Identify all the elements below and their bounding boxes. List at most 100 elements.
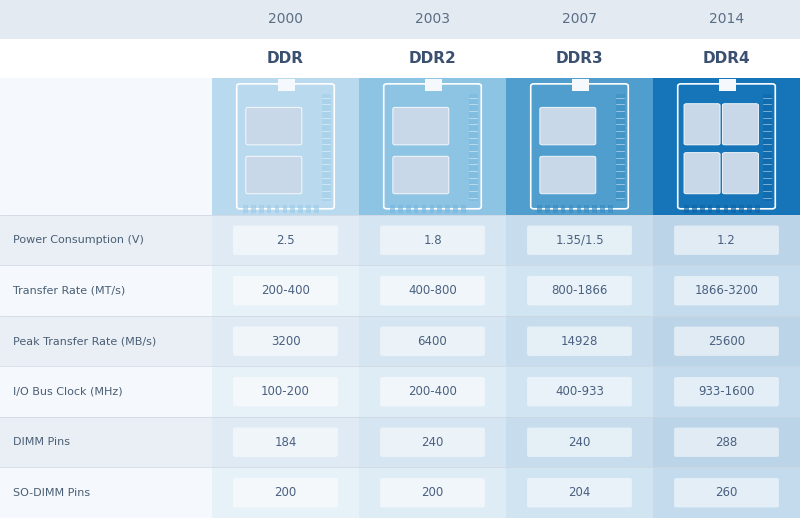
FancyBboxPatch shape	[527, 276, 632, 306]
FancyBboxPatch shape	[684, 104, 720, 145]
Bar	[708, 205, 713, 212]
Text: I/O Bus Clock (MHz): I/O Bus Clock (MHz)	[13, 387, 122, 397]
FancyBboxPatch shape	[674, 427, 779, 457]
FancyBboxPatch shape	[384, 84, 482, 209]
Bar	[577, 205, 581, 212]
Text: 25600: 25600	[708, 335, 745, 348]
FancyBboxPatch shape	[527, 377, 632, 407]
FancyBboxPatch shape	[233, 225, 338, 255]
Bar	[359, 316, 506, 367]
Bar	[0, 39, 800, 78]
Text: 240: 240	[568, 436, 590, 449]
Bar	[763, 94, 772, 200]
Bar	[469, 94, 478, 200]
Bar	[359, 417, 506, 468]
Bar	[212, 215, 359, 265]
Text: 2.5: 2.5	[276, 234, 295, 247]
FancyBboxPatch shape	[527, 478, 632, 508]
Text: 200: 200	[422, 486, 444, 499]
Bar	[653, 78, 800, 215]
Bar	[653, 215, 800, 265]
Text: 1.2: 1.2	[717, 234, 736, 247]
Text: Peak Transfer Rate (MB/s): Peak Transfer Rate (MB/s)	[13, 336, 156, 346]
Text: 204: 204	[568, 486, 590, 499]
Bar	[506, 316, 653, 367]
Bar	[359, 468, 506, 518]
FancyBboxPatch shape	[530, 84, 628, 209]
Bar	[545, 205, 550, 212]
Text: 14928: 14928	[561, 335, 598, 348]
Text: Transfer Rate (MT/s): Transfer Rate (MT/s)	[13, 286, 125, 296]
Bar	[0, 367, 800, 417]
Text: 288: 288	[715, 436, 738, 449]
FancyBboxPatch shape	[674, 377, 779, 407]
Bar	[290, 205, 295, 212]
FancyBboxPatch shape	[380, 377, 485, 407]
Bar	[653, 468, 800, 518]
Bar	[212, 367, 359, 417]
Text: 240: 240	[422, 436, 444, 449]
FancyBboxPatch shape	[380, 427, 485, 457]
Text: 2003: 2003	[415, 12, 450, 26]
Bar	[406, 205, 410, 212]
Text: 400-800: 400-800	[408, 284, 457, 297]
Bar	[390, 205, 395, 212]
FancyBboxPatch shape	[674, 225, 779, 255]
Bar	[506, 417, 653, 468]
Bar	[731, 205, 736, 212]
FancyBboxPatch shape	[380, 225, 485, 255]
FancyBboxPatch shape	[233, 377, 338, 407]
Bar	[0, 215, 800, 265]
Bar	[359, 215, 506, 265]
Bar	[608, 205, 613, 212]
Bar	[212, 417, 359, 468]
Bar	[322, 94, 331, 200]
Bar	[0, 417, 800, 468]
Text: 260: 260	[715, 486, 738, 499]
Bar	[243, 205, 248, 212]
FancyBboxPatch shape	[540, 156, 596, 194]
Bar	[359, 78, 506, 215]
Bar	[506, 468, 653, 518]
Bar	[684, 205, 689, 212]
Bar	[506, 215, 653, 265]
Text: 933-1600: 933-1600	[698, 385, 754, 398]
Text: 1.35/1.5: 1.35/1.5	[555, 234, 604, 247]
Bar	[398, 205, 402, 212]
FancyBboxPatch shape	[722, 104, 758, 145]
FancyBboxPatch shape	[674, 478, 779, 508]
Bar	[359, 367, 506, 417]
Bar	[553, 205, 558, 212]
Text: 1.8: 1.8	[423, 234, 442, 247]
Text: DIMM Pins: DIMM Pins	[13, 437, 70, 447]
Text: 3200: 3200	[270, 335, 300, 348]
Bar	[592, 205, 597, 212]
FancyBboxPatch shape	[684, 153, 720, 194]
Bar	[739, 205, 744, 212]
FancyBboxPatch shape	[380, 478, 485, 508]
Bar	[282, 205, 287, 212]
Bar	[212, 468, 359, 518]
FancyBboxPatch shape	[674, 276, 779, 306]
Text: DDR3: DDR3	[556, 51, 603, 66]
Bar	[572, 79, 589, 91]
Text: SO-DIMM Pins: SO-DIMM Pins	[13, 488, 90, 498]
Bar	[692, 205, 697, 212]
FancyBboxPatch shape	[678, 84, 775, 209]
Bar	[359, 265, 506, 316]
FancyBboxPatch shape	[527, 225, 632, 255]
Bar	[438, 205, 442, 212]
Bar	[426, 79, 442, 91]
FancyBboxPatch shape	[380, 276, 485, 306]
Bar	[430, 205, 434, 212]
Bar	[716, 205, 720, 212]
Bar	[0, 0, 800, 39]
Bar	[212, 265, 359, 316]
Bar	[0, 468, 800, 518]
Bar	[653, 417, 800, 468]
Text: 6400: 6400	[418, 335, 447, 348]
FancyBboxPatch shape	[233, 276, 338, 306]
Bar	[0, 316, 800, 367]
Text: DDR4: DDR4	[702, 51, 750, 66]
Bar	[251, 205, 256, 212]
